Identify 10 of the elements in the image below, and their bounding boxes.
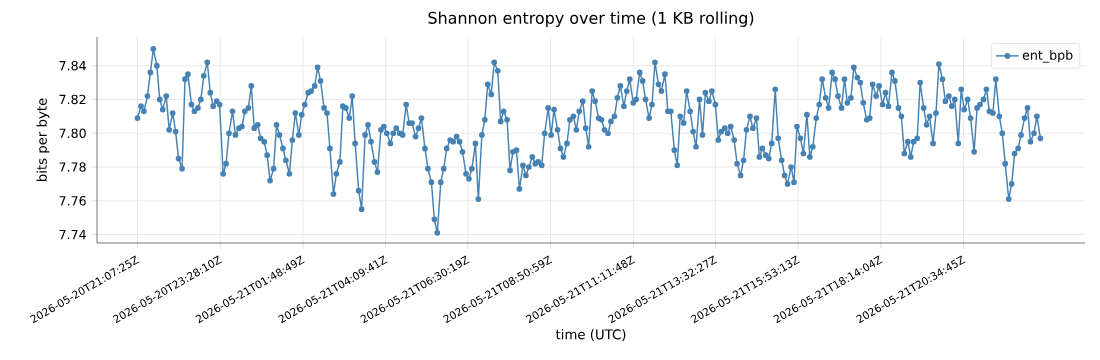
x-axis-title: time (UTC): [555, 329, 626, 341]
y-axis-title: bits per byte: [36, 98, 50, 182]
y-tick-label: 7.74: [59, 229, 86, 240]
y-tick-label: 7.76: [59, 196, 86, 206]
y-tick-label: 7.82: [59, 94, 86, 105]
y-tick-label: 7.78: [59, 162, 86, 172]
legend-label: ent_bpb: [1022, 50, 1073, 63]
y-tick-label: 7.84: [59, 60, 86, 71]
chart-title: Shannon entropy over time (1 KB rolling): [428, 11, 754, 27]
y-tick-label: 7.80: [59, 128, 86, 139]
